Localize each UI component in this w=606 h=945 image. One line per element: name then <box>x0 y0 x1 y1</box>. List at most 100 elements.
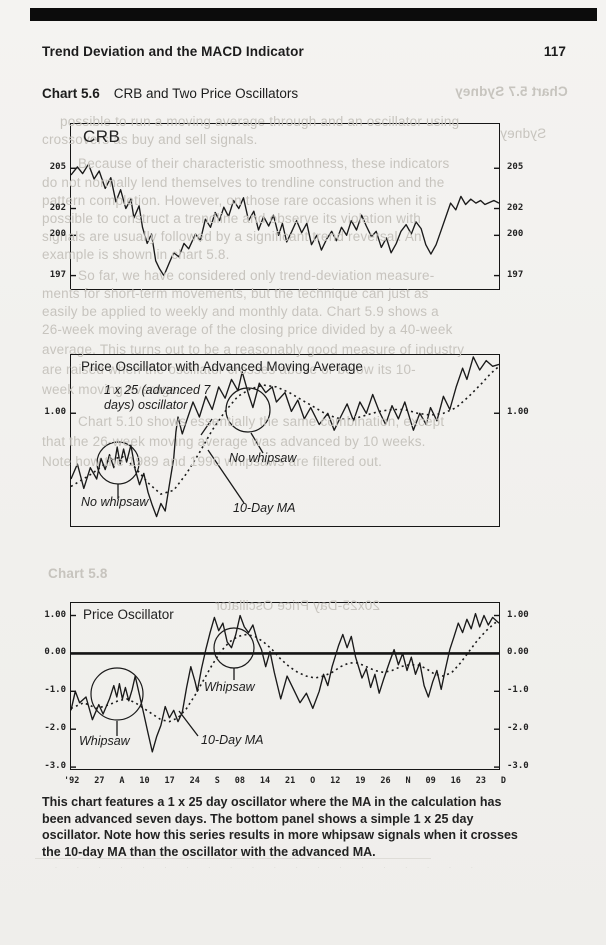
advanced-ma-oscillator-chart: Price Oscillator with Advanced Moving Av… <box>70 354 500 527</box>
chart-annotation-label: Whipsaw <box>79 734 130 748</box>
y-axis-tick-label: -3.0 <box>507 761 529 772</box>
x-axis-tick-label: '92 <box>64 776 80 786</box>
x-axis-tick-label: O <box>310 776 316 786</box>
bleedthrough-text: are raised when the oscillator crosses a… <box>42 362 416 377</box>
bleedthrough-text: easily be applied to weekly and monthly … <box>42 304 439 319</box>
y-axis-tick-label: -2.0 <box>507 723 529 734</box>
bleedthrough-text: pattern completion. However, on those ra… <box>42 193 437 208</box>
x-axis-tick-label: 19 <box>355 776 366 786</box>
x-axis-tick-label: S <box>214 776 220 786</box>
chart-annotation-label: 10-Day MA <box>233 501 296 515</box>
oscillator-line <box>71 356 499 518</box>
y-axis-tick-label: 0.00 <box>44 647 66 658</box>
y-axis-tick-label: 202 <box>49 202 66 213</box>
y-axis-tick-label: -2.0 <box>44 723 66 734</box>
bleedthrough-text: possible to run a moving average through… <box>60 114 460 129</box>
chart-annotation-label: 10-Day MA <box>201 733 264 747</box>
x-axis-tick-label: 23 <box>475 776 486 786</box>
chart-annotation-label: No whipsaw <box>81 495 149 509</box>
y-axis-tick-label: 200 <box>507 229 524 240</box>
figure-title: CRB and Two Price Oscillators <box>113 86 299 101</box>
bleedthrough-text: Note how the 1989 and 1990 whipsaws are … <box>42 454 383 469</box>
chart-annotation-label: Whipsaw <box>204 680 255 694</box>
x-axis-tick-label: 12 <box>330 776 341 786</box>
x-axis-tick-label: 21 <box>284 776 296 786</box>
bleedthrough-text: 26-week moving average of the closing pr… <box>42 322 453 337</box>
annotation-pointer-line <box>250 432 264 454</box>
figure-caption-line: Chart 5.6 CRB and Two Price Oscillators <box>42 86 298 101</box>
x-axis-tick-label: 08 <box>234 776 245 786</box>
y-axis-tick-label: 1.00 <box>507 609 529 620</box>
bleedthrough-chart-edge <box>35 858 431 859</box>
y-axis-tick-label: -3.0 <box>44 761 66 772</box>
y-axis-tick-label: 0.00 <box>507 647 529 658</box>
page-number: 117 <box>543 44 566 59</box>
y-axis-tick-label: 205 <box>507 162 524 173</box>
chart-title-advanced-oscillator: Price Oscillator with Advanced Moving Av… <box>81 359 363 374</box>
chart-canvas <box>71 163 499 277</box>
oscillator-line <box>71 612 499 753</box>
chart-annotation-label: 1 x 25 (advanced 7 days) oscillator <box>104 383 211 412</box>
bleedthrough-text: possible to construct a trendline and ob… <box>42 211 422 226</box>
x-axis-tick-label: N <box>405 776 411 786</box>
bleedthrough-text: do not normally lend themselves to trend… <box>42 175 445 190</box>
x-axis-tick-label: A <box>119 776 125 786</box>
y-axis-tick-label: 1.00 <box>44 407 66 418</box>
y-axis-tick-label: -1.0 <box>44 685 66 696</box>
x-axis-tick-label: 10 <box>139 776 150 786</box>
figure-description: This chart features a 1 x 25 day oscilla… <box>42 795 518 859</box>
chart-canvas <box>71 612 499 768</box>
y-axis-tick-label: 1.00 <box>507 407 529 418</box>
x-axis-tick-label: 14 <box>259 776 271 786</box>
simple-oscillator-chart: Price Oscillator Whipsaw Whipsaw 10-Day MA <box>70 602 500 770</box>
chart-canvas <box>71 356 499 518</box>
bleedthrough-text: week moving average. <box>42 382 182 397</box>
bleedthrough-text: Because of their characteristic smoothne… <box>78 156 450 171</box>
x-axis-tick-label: 16 <box>450 776 461 786</box>
annotation-pointer-line <box>200 418 213 436</box>
x-axis-tick-label: 17 <box>164 776 175 786</box>
bleedthrough-text: ments for short-term movements, but the … <box>42 286 429 301</box>
whipsaw-highlight-circle <box>213 627 255 669</box>
bleedthrough-tick-row: . . . . . . . . . . . . . . . . . . . . … <box>55 863 475 870</box>
x-axis-tick-label: 24 <box>189 776 200 786</box>
bleedthrough-text: crossovers as buy and sell signals. <box>42 132 258 147</box>
bleedthrough-text: example is shown in chart 5.8. <box>42 247 230 262</box>
y-axis-tick-label: 1.00 <box>44 609 66 620</box>
bleedthrough-text: So far, we have considered only trend-de… <box>78 268 435 283</box>
scan-edge-bar <box>30 8 597 21</box>
annotation-pointer-line <box>207 449 245 504</box>
annotation-pointer-line <box>178 710 199 737</box>
moving-average-line <box>71 365 499 495</box>
oscillator-line <box>71 163 499 277</box>
running-header: Trend Deviation and the MACD Indicator 1… <box>42 44 566 59</box>
bleedthrough-text: 20x25-Day Price Oscillator <box>215 598 381 613</box>
date-axis-labels: '92 27 A 10 17 24 S 08 14 21 O 12 19 26 N 09 16 23 D <box>64 776 506 786</box>
chapter-title: Trend Deviation and the MACD Indicator <box>42 44 304 59</box>
whipsaw-highlight-circle <box>90 667 144 721</box>
bleedthrough-text: that the 26-week moving average was adva… <box>42 434 426 449</box>
y-axis-tick-label: 197 <box>49 269 66 280</box>
y-axis-tick-label: 205 <box>49 162 66 173</box>
chart-annotation-label: No whipsaw <box>229 451 297 465</box>
y-axis-tick-label: 200 <box>49 229 66 240</box>
whipsaw-highlight-circle <box>225 387 271 433</box>
figure-label: Chart 5.6 <box>42 86 100 101</box>
chart-title-crb: CRB <box>83 127 121 146</box>
bleedthrough-text: Chart 5.8 <box>48 566 108 581</box>
y-axis-tick-label: 197 <box>507 269 524 280</box>
bleedthrough-text: Sydney <box>500 126 547 141</box>
chart-title-price-oscillator: Price Oscillator <box>83 607 174 622</box>
y-axis-tick-label: 202 <box>507 202 524 213</box>
bleedthrough-text: Chart 5.7 Sydney <box>455 84 568 99</box>
x-axis-tick-label: 09 <box>425 776 436 786</box>
y-axis-tick-label: -1.0 <box>507 685 529 696</box>
x-axis-tick-label: 27 <box>94 776 105 786</box>
x-axis-tick-label: D <box>500 776 506 786</box>
moving-average-line <box>71 620 499 723</box>
bleedthrough-text: average. This turns out to be a reasonab… <box>42 342 465 357</box>
crb-price-chart: CRB <box>70 123 500 290</box>
x-axis-tick-label: 26 <box>380 776 391 786</box>
bleedthrough-text: signals are usually followed by a signif… <box>42 229 422 244</box>
